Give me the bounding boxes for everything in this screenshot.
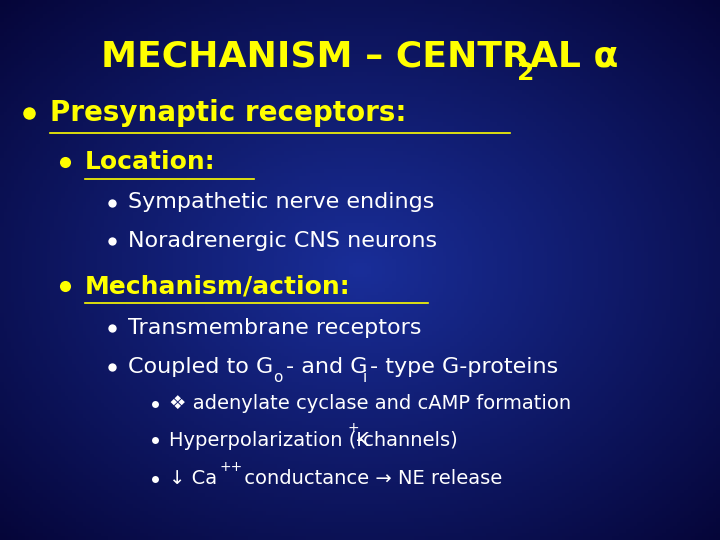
Text: ↓ Ca: ↓ Ca: [169, 469, 217, 489]
Text: conductance → NE release: conductance → NE release: [238, 469, 502, 489]
Text: +: +: [348, 421, 359, 435]
Text: i: i: [362, 370, 366, 386]
Text: - type G-proteins: - type G-proteins: [370, 357, 558, 377]
Text: Sympathetic nerve endings: Sympathetic nerve endings: [128, 192, 435, 213]
Text: - and G: - and G: [286, 357, 367, 377]
Text: 2: 2: [517, 61, 534, 85]
Text: Hyperpolarization (K: Hyperpolarization (K: [169, 430, 369, 450]
Text: ❖ adenylate cyclase and cAMP formation: ❖ adenylate cyclase and cAMP formation: [169, 394, 572, 414]
Text: -channels): -channels): [356, 430, 457, 450]
Text: ++: ++: [220, 460, 243, 474]
Text: Coupled to G: Coupled to G: [128, 357, 274, 377]
Text: o: o: [274, 370, 283, 386]
Text: Transmembrane receptors: Transmembrane receptors: [128, 318, 422, 338]
Text: MECHANISM – CENTRAL α: MECHANISM – CENTRAL α: [102, 40, 618, 73]
Text: Noradrenergic CNS neurons: Noradrenergic CNS neurons: [128, 231, 437, 252]
Text: Location:: Location:: [85, 150, 215, 174]
Text: Mechanism/action:: Mechanism/action:: [85, 274, 351, 298]
Text: Presynaptic receptors:: Presynaptic receptors:: [50, 99, 407, 127]
